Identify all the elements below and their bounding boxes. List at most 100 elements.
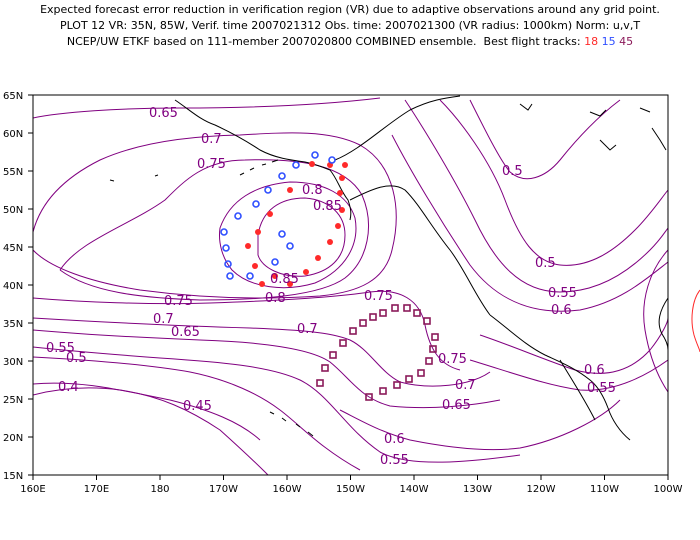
track-red <box>245 161 348 287</box>
contour-label: 0.75 <box>438 352 467 367</box>
contour-label: 0.75 <box>164 294 193 309</box>
red-dot-marker <box>272 273 278 279</box>
lon-label: 120W <box>527 484 556 495</box>
red-dot-marker <box>327 239 333 245</box>
contour-label: 0.65 <box>171 325 200 340</box>
track-blue <box>220 151 336 280</box>
contour-0-6-southeast <box>479 317 668 374</box>
red-dot-marker <box>287 281 293 287</box>
purple-square-marker <box>379 309 387 317</box>
lon-label: 170W <box>209 484 238 495</box>
lat-label: 65N <box>3 91 23 102</box>
contour-label: 0.5 <box>535 256 556 271</box>
contour-0-8-oval <box>219 181 357 289</box>
red-dot-marker <box>335 223 341 229</box>
blue-circle-marker <box>246 272 254 280</box>
contour-0-5-left <box>33 356 361 471</box>
contour-outside-right <box>691 289 700 353</box>
purple-square-marker <box>369 313 377 321</box>
contour-label: 0.8 <box>265 291 286 306</box>
us-west-coast <box>489 314 609 409</box>
blue-circle-marker <box>292 161 300 169</box>
lat-label: 50N <box>3 205 23 216</box>
hawaii-islands <box>269 411 314 437</box>
purple-square-marker <box>417 369 425 377</box>
red-dot-marker <box>267 211 273 217</box>
track-purple <box>316 304 439 401</box>
lat-label: 20N <box>3 433 23 444</box>
contour-0-55-east <box>404 99 668 293</box>
contour-label: 0.65 <box>442 398 471 413</box>
coastlines <box>109 95 668 441</box>
blue-circle-marker <box>311 151 319 159</box>
contour-label: 0.55 <box>548 286 577 301</box>
blue-circle-marker <box>224 260 232 268</box>
baja-peninsula <box>559 359 631 441</box>
blue-circle-marker <box>271 258 279 266</box>
track-label-purple: 45 <box>619 35 634 48</box>
contour-label: 0.6 <box>584 363 605 378</box>
contour-0-5-east <box>439 99 668 266</box>
lon-label: 180 <box>150 484 169 495</box>
lat-label: 60N <box>3 129 23 140</box>
purple-square-marker <box>316 379 324 387</box>
lat-axis-labels: 65N 60N 55N 50N 45N 40N 35N 30N 25N 20N … <box>3 91 23 482</box>
contour-0-6-lower <box>339 399 621 451</box>
purple-square-marker <box>405 375 413 383</box>
purple-square-marker <box>359 319 367 327</box>
contour-label: 0.75 <box>197 157 226 172</box>
contour-0-55-southeast <box>469 359 668 391</box>
blue-circle-marker <box>226 272 234 280</box>
track-label-red: 18 <box>584 35 599 48</box>
canada-west-coast <box>334 95 491 316</box>
title-line-1: Expected forecast error reduction in ver… <box>40 3 660 16</box>
contour-label: 0.7 <box>201 132 222 147</box>
lon-label: 140W <box>400 484 429 495</box>
contour-label: 0.45 <box>183 399 212 414</box>
lat-label: 40N <box>3 281 23 292</box>
purple-square-marker <box>379 387 387 395</box>
contour-label: 0.6 <box>551 303 572 318</box>
purple-square-marker <box>413 309 421 317</box>
red-dot-marker <box>255 229 261 235</box>
purple-square-marker <box>425 357 433 365</box>
purple-square-marker <box>321 364 329 372</box>
purple-square-marker <box>329 351 337 359</box>
lat-label: 15N <box>3 471 23 482</box>
contour-0-7-mid <box>33 317 491 387</box>
alaska-coast <box>174 99 352 221</box>
contour-label: 0.8 <box>302 183 323 198</box>
blue-circle-marker <box>222 244 230 252</box>
red-dot-marker <box>315 255 321 261</box>
lon-label: 130W <box>463 484 492 495</box>
purple-square-marker <box>431 333 439 341</box>
red-dot-marker <box>287 187 293 193</box>
lon-label: 170E <box>84 484 109 495</box>
contour-label: 0.85 <box>313 199 342 214</box>
blue-circle-marker <box>234 212 242 220</box>
red-dot-marker <box>342 162 348 168</box>
lat-label: 25N <box>3 395 23 406</box>
lat-label: 55N <box>3 167 23 178</box>
contour-label: 0.5 <box>502 164 523 179</box>
blue-circle-marker <box>278 172 286 180</box>
contour-0-65-mid <box>33 329 501 409</box>
purple-square-marker <box>365 393 373 401</box>
red-dot-marker <box>339 207 345 213</box>
lat-label: 30N <box>3 357 23 368</box>
contour-0-55 <box>33 346 521 463</box>
contour-label: 0.7 <box>153 312 174 327</box>
track-label-blue: 15 <box>601 35 616 48</box>
contour-label: 0.55 <box>380 453 409 468</box>
lon-label: 160E <box>20 484 45 495</box>
red-dot-marker <box>303 269 309 275</box>
red-dot-marker <box>259 281 265 287</box>
purple-square-marker <box>403 304 411 312</box>
contour-label: 0.4 <box>58 380 79 395</box>
contour-label: 0.75 <box>364 289 393 304</box>
contour-label: 0.55 <box>587 381 616 396</box>
contour-label: 0.6 <box>384 432 405 447</box>
purple-square-marker <box>423 317 431 325</box>
title-line-2: PLOT 12 VR: 35N, 85W, Verif. time 200702… <box>59 19 641 32</box>
